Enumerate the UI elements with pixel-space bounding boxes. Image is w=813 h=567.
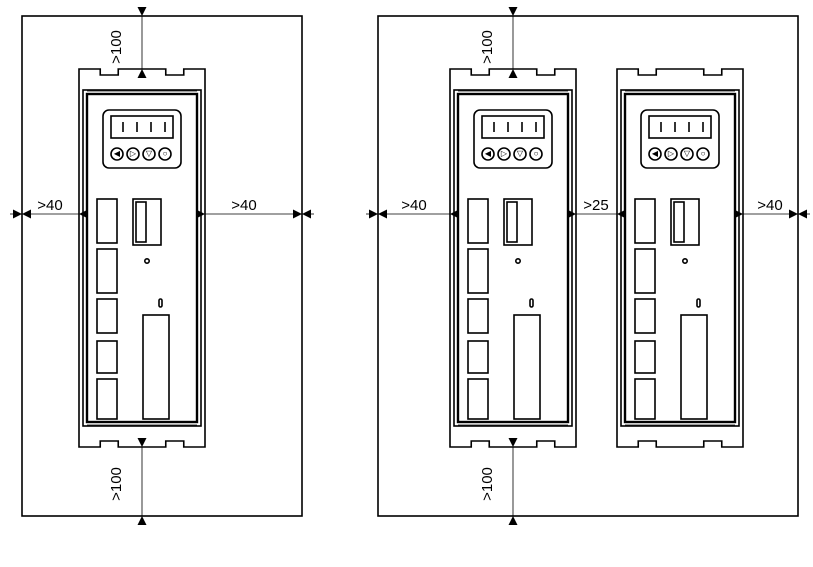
keypad-button-icon: ▷ [130, 149, 137, 158]
dimension-label: >25 [583, 197, 608, 214]
keypad-button-icon: ◀ [485, 149, 492, 158]
servo-drive: ◀ ▷ ▽ ○ [617, 69, 743, 447]
dimension-vertical: >100 [479, 7, 519, 78]
dimension-horizontal: >40 [366, 197, 459, 220]
servo-drive: ◀ ▷ ▽ ○ [79, 69, 205, 447]
dimension-label: >100 [479, 467, 496, 501]
dimension-label: >40 [757, 197, 782, 214]
keypad-button-icon: ○ [534, 149, 539, 158]
keypad-button-icon: ◀ [652, 149, 659, 158]
keypad-button-icon: ▽ [517, 149, 524, 158]
dimension-vertical: >100 [108, 7, 148, 78]
dimension-label: >100 [479, 30, 496, 64]
keypad-button-icon: ▽ [146, 149, 153, 158]
keypad-button-icon: ○ [701, 149, 706, 158]
dimension-label: >100 [108, 467, 125, 501]
dimension-vertical: >100 [479, 438, 519, 525]
dimension-label: >100 [108, 30, 125, 64]
keypad-button-icon: ▷ [501, 149, 508, 158]
clearance-diagram: ◀ ▷ ▽ ○ >100 >100 >40 >40 ◀ ▷ ▽ ○ ◀ ▷ ▽ ○ >100 >100 >40 >25… [0, 0, 813, 567]
dimension-horizontal: >40 [196, 197, 314, 220]
dimension-vertical: >100 [108, 438, 148, 525]
keypad-button-icon: ▷ [668, 149, 675, 158]
double-enclosure-view: ◀ ▷ ▽ ○ ◀ ▷ ▽ ○ >100 >100 >40 >25 >40 [366, 7, 810, 525]
single-enclosure-view: ◀ ▷ ▽ ○ >100 >100 >40 >40 [10, 7, 314, 525]
dimension-label: >40 [401, 197, 426, 214]
servo-drive: ◀ ▷ ▽ ○ [450, 69, 576, 447]
keypad-button-icon: ○ [163, 149, 168, 158]
dimension-label: >40 [231, 197, 256, 214]
keypad-button-icon: ▽ [684, 149, 691, 158]
dimension-label: >40 [37, 197, 62, 214]
keypad-button-icon: ◀ [114, 149, 121, 158]
